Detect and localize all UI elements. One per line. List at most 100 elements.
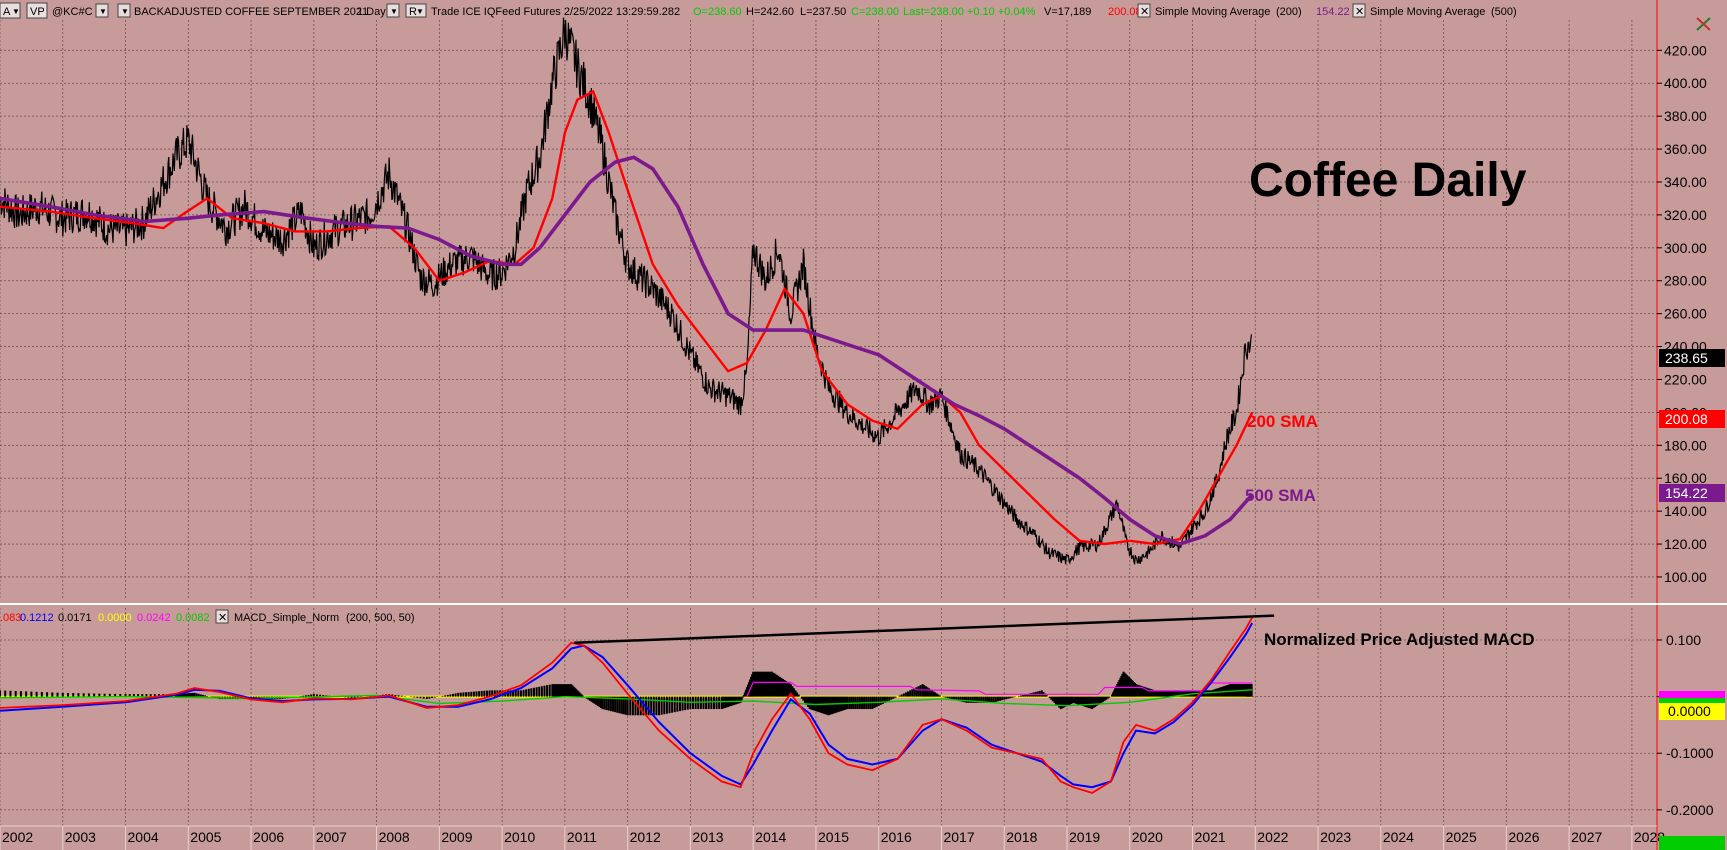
y-tick-label: 320.00: [1664, 207, 1707, 223]
sma200-study-title: Simple Moving Average: [1155, 6, 1270, 18]
y-tick-label: 420.00: [1664, 42, 1707, 58]
green-value: 0.0082: [176, 612, 210, 624]
low-value: L=237.50: [800, 6, 846, 18]
sma200-close-button[interactable]: [1137, 3, 1151, 18]
y-tick-label: 280.00: [1664, 273, 1707, 289]
x-tick-label: 2012: [630, 829, 661, 845]
x-tick-label: 2010: [504, 829, 535, 845]
sma500-badge-text: 154.22: [1665, 485, 1708, 501]
histogram-value: 0.0171: [58, 612, 92, 624]
y-tick-label: 340.00: [1664, 174, 1707, 190]
zero-value: 0.0000: [98, 612, 132, 624]
y-tick-label: 180.00: [1664, 437, 1707, 453]
magenta-value: 0.0242: [137, 612, 171, 624]
green-line: [0, 689, 1253, 707]
vp-button[interactable]: [26, 2, 48, 19]
x-tick-label: 2018: [1006, 829, 1037, 845]
macd-trendline[interactable]: [574, 614, 1275, 645]
close-icon: ✕: [1355, 6, 1364, 18]
close-icon: ✕: [218, 612, 227, 624]
macd-pane: [0, 614, 1275, 794]
price-axis: 100.00120.00140.00160.00180.00200.00220.…: [1657, 42, 1707, 585]
y-tick-label: 0.100: [1666, 632, 1701, 648]
menu-a-button[interactable]: [0, 2, 21, 19]
y-tick-label: 380.00: [1664, 108, 1707, 124]
description-dropdown[interactable]: [117, 3, 131, 18]
vp-label: VP: [30, 6, 45, 18]
price-gridlines: [0, 20, 1657, 600]
close-icon: ✕: [1140, 6, 1149, 18]
sma200-line: [0, 89, 1254, 546]
macd-zero-badge: [1659, 703, 1725, 720]
x-tick-label: 2014: [755, 829, 786, 845]
symbol-dropdown[interactable]: [95, 3, 109, 18]
x-tick-label: 2007: [316, 829, 347, 845]
symbol-label[interactable]: @KC#C: [52, 6, 93, 18]
x-tick-label: 2006: [253, 829, 284, 845]
x-tick-label: 2004: [128, 829, 159, 845]
y-tick-label: 400.00: [1664, 75, 1707, 91]
x-tick-label: 2023: [1320, 829, 1351, 845]
close-value: C=238.00: [851, 6, 899, 18]
x-tick-label: 2020: [1132, 829, 1163, 845]
signal-value: 0.1212: [20, 612, 54, 624]
x-tick-label: 2028: [1634, 829, 1665, 845]
sma500-close-button[interactable]: [1352, 3, 1366, 18]
x-tick-label: 2016: [881, 829, 912, 845]
y-tick-label: 100.00: [1664, 569, 1707, 585]
y-tick-label: -0.1000: [1666, 745, 1714, 761]
x-tick-label: 2005: [190, 829, 221, 845]
sma500-badge: [1659, 484, 1725, 502]
x-tick-label: 2026: [1508, 829, 1539, 845]
macd-badge-stack: [1659, 691, 1725, 699]
x-tick-label: 2019: [1069, 829, 1100, 845]
macd-badge-stack: [1659, 698, 1725, 704]
x-tick-label: 2011: [567, 829, 597, 845]
chevron-down-icon: ▼: [390, 7, 398, 16]
interval-label[interactable]: 1 Day: [357, 6, 386, 18]
macd-axis: 0.100 -0.1000 -0.2000: [1657, 632, 1714, 818]
y-tick-label: 120.00: [1664, 536, 1707, 552]
sma200-badge: [1659, 410, 1725, 428]
y-tick-label: 300.00: [1664, 240, 1707, 256]
last-value: Last=238.00 +0.10 +0.04%: [903, 6, 1036, 18]
x-tick-label: 2027: [1571, 829, 1602, 845]
x-tick-label: 2024: [1383, 829, 1414, 845]
y-tick-label: 220.00: [1664, 371, 1707, 387]
macd-annotation: Normalized Price Adjusted MACD: [1264, 630, 1534, 649]
x-tick-label: 2013: [692, 829, 723, 845]
open-value: O=238.60: [693, 6, 742, 18]
macd-header: .083 0.1212 0.0171 0.0000 0.0242 0.0082 …: [0, 609, 415, 624]
sma500-study-title: Simple Moving Average: [1370, 6, 1485, 18]
macd-value: .083: [0, 612, 21, 624]
time-axis: 2002 2003 2004 2005 2006 2007 2008 2009 2010 2011…: [0, 826, 1665, 850]
price-badges: 238.65 200.08 154.22 0.0000: [1659, 349, 1725, 850]
y-tick-label: 360.00: [1664, 141, 1707, 157]
macd-close-button[interactable]: [215, 609, 229, 624]
x-tick-label: 2017: [943, 829, 974, 845]
x-tick-label: 2022: [1257, 829, 1288, 845]
y-tick-label: -0.2000: [1666, 802, 1714, 818]
sma500-annotation: 500 SMA: [1245, 486, 1316, 505]
sma500-study-param: (500): [1491, 6, 1517, 18]
last-price-badge-text: 238.65: [1665, 350, 1708, 366]
r-button-label: R: [409, 6, 417, 18]
x-tick-label: 2003: [65, 829, 96, 845]
interval-dropdown[interactable]: [386, 3, 400, 18]
y-tick-label: 160.00: [1664, 470, 1707, 486]
r-button[interactable]: [405, 3, 427, 18]
x-tick-label: 2021: [1195, 829, 1226, 845]
toolbar: A ▼ VP @KC#C ▼ ▼ BACKADJUSTED COFFEE SEP…: [0, 2, 1517, 19]
macd-bottom-badge: [1659, 836, 1725, 850]
macd-study-title: MACD_Simple_Norm: [234, 612, 339, 624]
volume-value: V=17,189: [1044, 6, 1091, 18]
sma500-toolbar-value: 154.22: [1316, 6, 1350, 18]
sma500-line: [0, 155, 1254, 546]
chart-tool-icon[interactable]: [1696, 17, 1711, 31]
menu-a-arrow-icon: ▼: [12, 7, 20, 16]
y-tick-label: 260.00: [1664, 306, 1707, 322]
price-pane: [0, 17, 1254, 565]
chevron-down-icon: ▼: [416, 7, 424, 16]
